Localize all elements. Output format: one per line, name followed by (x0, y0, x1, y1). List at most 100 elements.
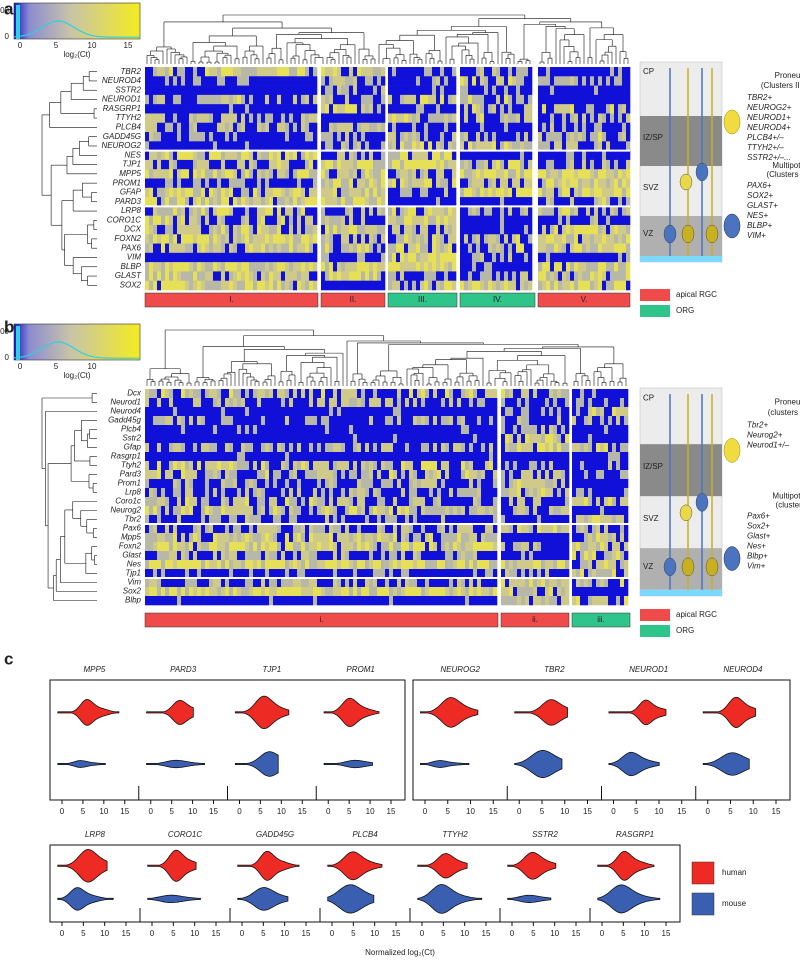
heatmap-cell (381, 67, 385, 77)
heatmap-cell (513, 506, 517, 515)
heatmap-cell (554, 244, 558, 254)
heatmap-cell (161, 197, 165, 207)
heatmap-cell (408, 86, 412, 96)
heatmap-cell (241, 197, 245, 207)
heatmap-cell (469, 488, 473, 497)
heatmap-cell (561, 425, 565, 434)
heatmap-cell (309, 188, 313, 198)
heatmap-cell (349, 160, 353, 170)
heatmap-cell (225, 197, 229, 207)
heatmap-cell (305, 160, 309, 170)
heatmap-cell (570, 188, 574, 198)
heatmap-cell (517, 506, 521, 515)
heatmap-cell (217, 407, 221, 416)
heatmap-cell (393, 470, 397, 479)
heatmap-cell (610, 113, 614, 123)
heatmap-cell (412, 86, 416, 96)
heatmap-cell (261, 169, 265, 179)
heatmap-cell (157, 407, 161, 416)
gene-label: NEUROD1 (102, 95, 141, 104)
heatmap-cell (301, 132, 305, 142)
heatmap-cell (489, 461, 493, 470)
heatmap-cell (325, 160, 329, 170)
heatmap-cell (437, 434, 441, 443)
heatmap-cell (582, 253, 586, 263)
heatmap-cell (241, 425, 245, 434)
heatmap-cell (261, 271, 265, 281)
heatmap-cell (392, 216, 396, 226)
heatmap-cell (558, 188, 562, 198)
heatmap-cell (341, 151, 345, 161)
heatmap-cell (622, 234, 626, 244)
heatmap-cell (245, 86, 249, 96)
heatmap-cell (249, 244, 253, 254)
heatmap-cell (441, 488, 445, 497)
heatmap-cell (570, 179, 574, 189)
heatmap-cell (145, 141, 149, 151)
heatmap-cell (461, 389, 465, 398)
heatmap-cell (157, 188, 161, 198)
heatmap-cell (261, 434, 265, 443)
heatmap-cell (145, 95, 149, 105)
heatmap-cell (173, 104, 177, 114)
heatmap-cell (590, 95, 594, 105)
heatmap-cell (469, 461, 473, 470)
heatmap-cell (489, 398, 493, 407)
heatmap-cell (610, 179, 614, 189)
heatmap-cell (572, 452, 576, 461)
heatmap-cell (189, 398, 193, 407)
heatmap-cell (357, 160, 361, 170)
heatmap-cell (561, 434, 565, 443)
heatmap-cell (397, 461, 401, 470)
heatmap-cell (465, 452, 469, 461)
heatmap-cell (209, 281, 213, 291)
heatmap-cell (293, 104, 297, 114)
heatmap-cell (520, 206, 524, 216)
heatmap-cell (600, 443, 604, 452)
heatmap-cell (516, 151, 520, 161)
heatmap-cell (357, 86, 361, 96)
heatmap-cell (193, 271, 197, 281)
heatmap-cell (217, 434, 221, 443)
heatmap-cell (269, 461, 273, 470)
heatmap-cell (309, 281, 313, 291)
heatmap-cell (574, 151, 578, 161)
heatmap-cell (353, 216, 357, 226)
heatmap-cell (457, 398, 461, 407)
heatmap-cell (289, 76, 293, 86)
heatmap-cell (309, 151, 313, 161)
heatmap-cell (233, 206, 237, 216)
heatmap-cell (566, 234, 570, 244)
heatmap-cell (550, 253, 554, 263)
heatmap-cell (253, 225, 257, 235)
heatmap-cell (468, 216, 472, 226)
heatmap-cell (472, 76, 476, 86)
heatmap-cell (321, 470, 325, 479)
heatmap-cell (381, 234, 385, 244)
heatmap-cell (449, 407, 453, 416)
heatmap-cell (249, 113, 253, 123)
heatmap-cell (476, 188, 480, 198)
heatmap-cell (181, 179, 185, 189)
heatmap-cell (574, 104, 578, 114)
heatmap-cell (550, 132, 554, 142)
heatmap-cell (578, 188, 582, 198)
heatmap-cell (193, 262, 197, 272)
heatmap-cell (245, 76, 249, 86)
heatmap-cell (428, 244, 432, 254)
heatmap-cell (425, 425, 429, 434)
heatmap-cell (369, 86, 373, 96)
heatmap-cell (161, 216, 165, 226)
heatmap-cell (169, 197, 173, 207)
heatmap-cell (584, 479, 588, 488)
heatmap-cell (321, 86, 325, 96)
heatmap-cell (365, 452, 369, 461)
gene-label: CORO1C (107, 215, 141, 224)
heatmap-cell (622, 113, 626, 123)
heatmap-cell (481, 461, 485, 470)
heatmap-cell (341, 479, 345, 488)
gene-label: TJP1 (122, 160, 141, 169)
heatmap-cell (517, 398, 521, 407)
heatmap-cell (598, 95, 602, 105)
heatmap-cell (524, 67, 528, 77)
